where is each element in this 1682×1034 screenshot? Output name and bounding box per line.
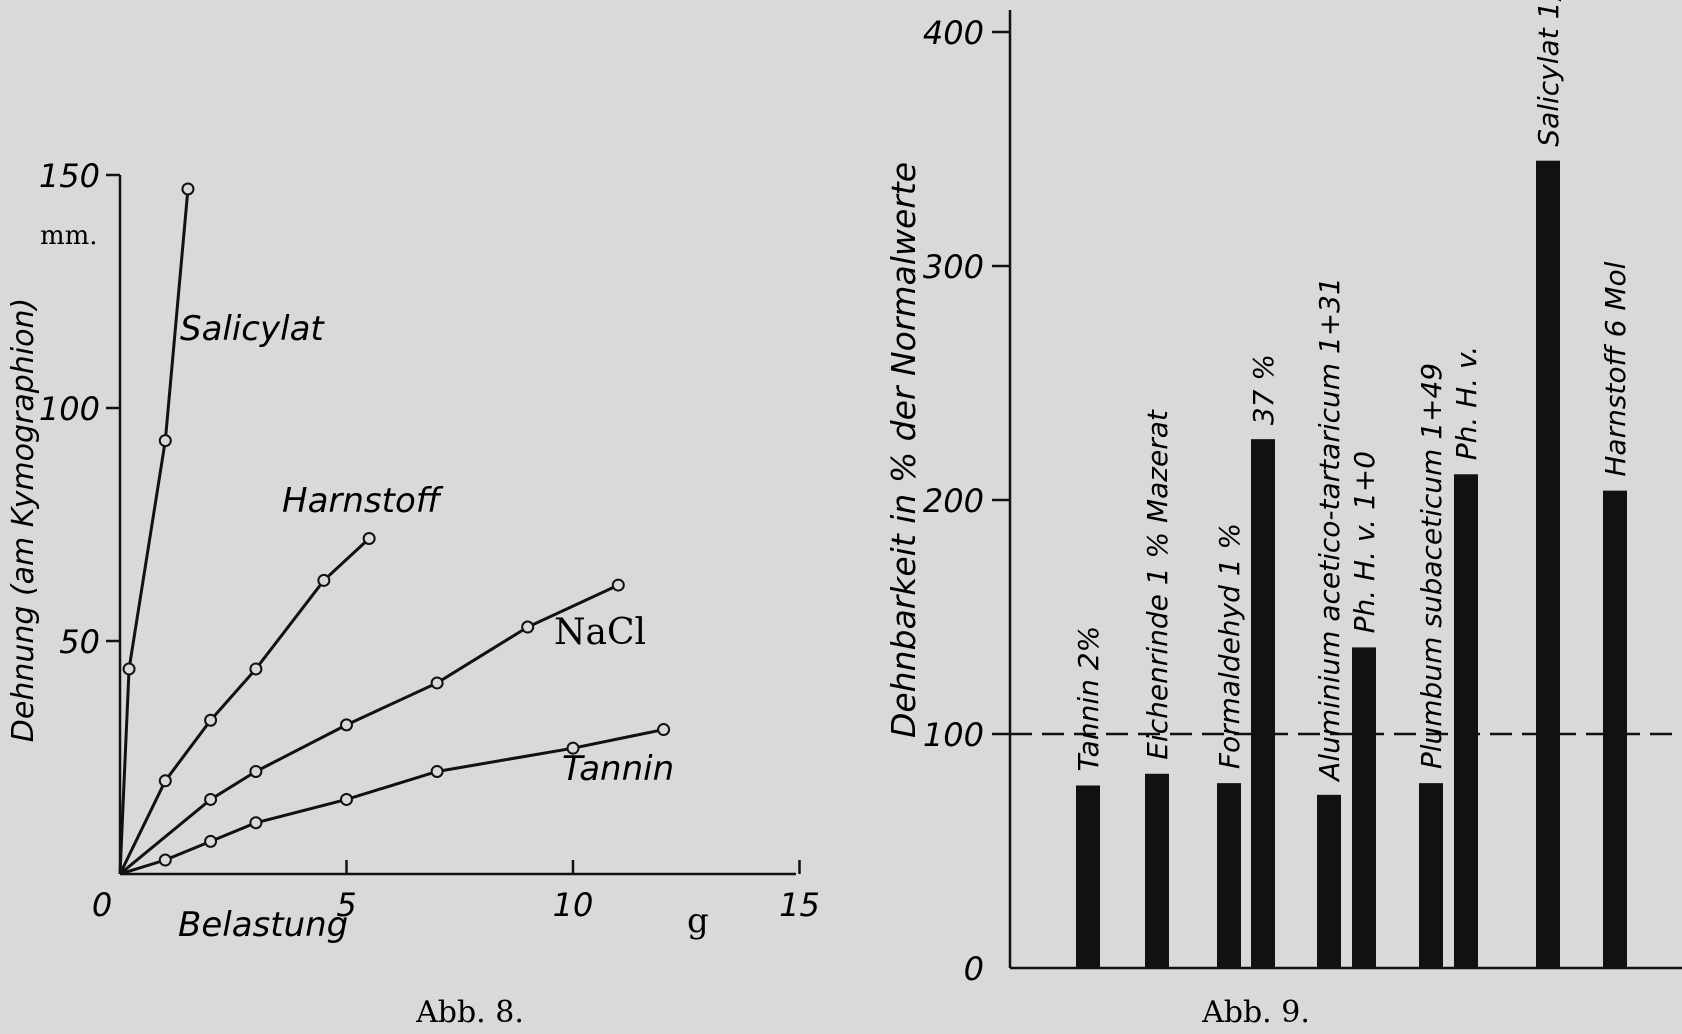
data-point [362,531,376,545]
data-point [340,792,353,806]
data-point [657,723,671,737]
line-chart-abb8: 0 5 10 15 50 100 150 Salicylat Harnstoff NaCl Tan… [6,157,820,1030]
x-tick-label: 5 [336,886,356,924]
bar [1536,160,1560,968]
data-point [521,620,535,634]
data-point [317,573,331,587]
bar-label: Aluminium acetico-tartaricum 1+31 [1313,277,1346,783]
series-label: Tannin [562,749,674,789]
x-tick-label: 15 [779,886,820,924]
bar-label: Salicylat 1,0 Mol [1532,0,1565,147]
y-tick-label: 200 [923,482,984,520]
y-tick-label: 50 [59,623,100,661]
y-axis-label: Dehnbarkeit in % der Normalwerte [884,162,923,738]
series-line-harnstoff [118,537,371,875]
data-point [249,816,263,830]
x-axis-label: Belastung [178,905,348,945]
y-tick-label: 100 [39,390,100,428]
data-point [158,853,172,867]
data-point [430,676,444,690]
y-axis-label: Dehnung (am Kymographion) [6,298,41,742]
y-tick-label: 300 [923,248,984,286]
series-label: Salicylat [180,309,325,349]
bar-label: Plumbum subaceticum 1+49 [1415,363,1448,769]
bar [1217,783,1241,968]
bar [1603,490,1627,968]
data-point [611,578,625,592]
figure-caption-abb9: Abb. 9. [1201,995,1310,1030]
x-tick-label: 10 [553,886,594,924]
series-label: NaCl [554,612,646,653]
bar [1251,439,1275,968]
bar-label: 37 % [1247,354,1280,425]
data-point [566,741,580,755]
y-axis-unit: mm. [40,221,98,251]
bar-label: Ph. H. v. 1+0 [1348,451,1381,633]
bar-chart-abb9: 0 100 200 300 400 Tannin 2% Eichenrinde 1 % M… [884,0,1682,1030]
y-tick-label: 0 [964,950,984,988]
bar-label: Formaldehyd 1 % [1213,523,1246,769]
bar [1352,647,1376,968]
data-point [340,718,353,732]
bar [1145,773,1169,968]
bar-label: Ph. H. v. [1450,346,1483,460]
figure-caption-abb8: Abb. 8. [415,995,524,1030]
data-point [204,792,218,806]
bar [1419,783,1443,968]
bar [1076,785,1100,968]
x-axis-unit: g [687,901,709,941]
x-tick-label: 0 [92,886,112,924]
data-point [181,182,195,196]
data-point [249,662,263,676]
data-point [249,764,263,778]
series-line-tannin [119,728,664,876]
bar [1454,474,1478,968]
data-point [158,434,172,448]
data-point [158,774,172,788]
data-point [430,764,444,778]
y-tick-label: 100 [923,716,984,754]
y-tick-label: 150 [39,157,100,195]
series-line-salicylat [118,188,190,875]
data-point [204,834,218,848]
series-line-nacl [119,583,619,876]
bar-label: Eichenrinde 1 % Mazerat [1141,409,1174,760]
data-point [122,662,136,676]
bar [1317,794,1341,968]
series-label: Harnstoff [282,481,444,521]
bar-label: Tannin 2% [1072,626,1105,772]
bar-label: Harnstoff 6 Mol [1599,261,1632,476]
data-point [204,713,218,727]
y-tick-label: 400 [923,14,984,52]
